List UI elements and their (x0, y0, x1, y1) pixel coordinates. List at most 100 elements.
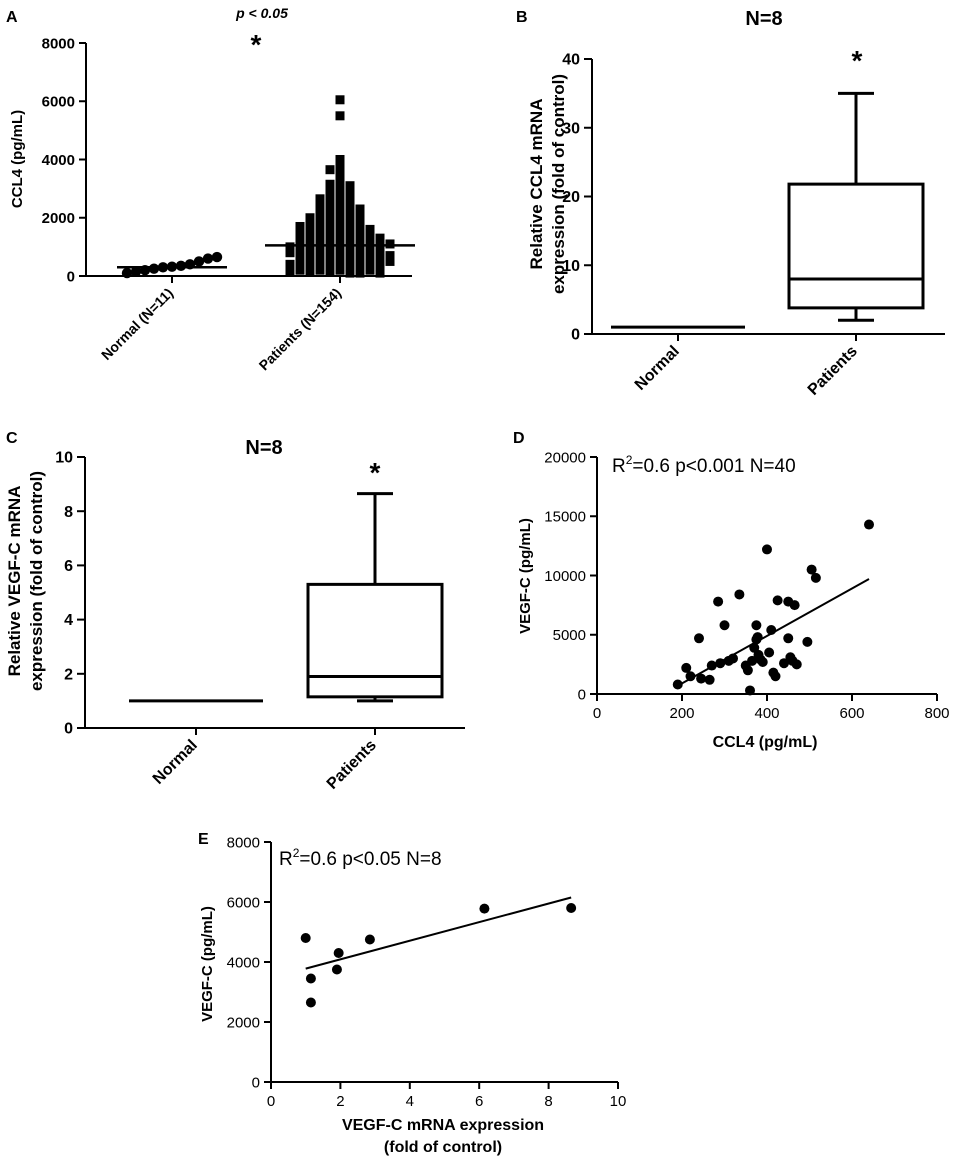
panel-d-annotation: R2=0.6 p<0.001 N=40 (612, 453, 796, 477)
panel-d-point-38 (806, 564, 817, 575)
panel-c-significance-star: * (370, 457, 381, 488)
panel-a-point-patients-5 (325, 165, 335, 175)
panel-a-ytick-label-2: 4000 (42, 152, 75, 169)
panel-a-point-normal-9 (202, 253, 214, 264)
panel-d-point-25 (764, 647, 775, 658)
panel-d-ytick-label-4: 20000 (544, 449, 586, 466)
panel-d-point-30 (779, 658, 789, 669)
panel-c-boxes (129, 492, 444, 703)
panel-a-point-patients-120 (365, 265, 375, 275)
panel-b-yticks: 0 10 20 30 40 (562, 52, 592, 344)
panel-a-point-patients-80 (315, 256, 325, 266)
panel-d-ytick-label-0: 0 (578, 686, 586, 703)
panel-a-point-patients-140 (295, 265, 305, 275)
panel-a-point-patients-66 (325, 267, 335, 277)
panel-e-point-3 (331, 964, 342, 975)
panel-b-xtick-label-0: Normal (632, 343, 683, 394)
panel-d-xtick-label-1: 200 (669, 705, 694, 722)
panel-a-yticks: 0 2000 4000 6000 8000 (42, 35, 86, 285)
panel-a-point-patients-113 (315, 200, 325, 210)
panel-e-ytick-label-0: 0 (252, 1074, 260, 1091)
panel-a-point-patients-121 (295, 236, 305, 246)
panel-d-point-3 (694, 633, 704, 644)
panel-c-box-1-iqr (306, 582, 444, 699)
panel-e-ytick-label-3: 6000 (227, 894, 260, 911)
panel-d-annotation-sup: 2 (626, 453, 633, 467)
panel-c-ytick-label-1: 2 (64, 666, 73, 683)
panel-a-point-patients-90 (355, 252, 365, 262)
panel-e-point-5 (364, 934, 375, 945)
panel-a-point-patients-9 (345, 181, 355, 191)
panel-a-letter: A (6, 9, 18, 26)
panel-a-point-patients-3 (335, 159, 345, 169)
panel-e-xtick-label-2: 4 (406, 1093, 414, 1110)
panel-e-points (300, 903, 577, 1008)
panel-a-ylabel: CCL4 (pg/mL) (9, 110, 26, 208)
panel-c-xticks: Normal Patients (150, 728, 380, 793)
panel-a-point-patients-137 (285, 248, 295, 258)
panel-e-ylabel: VEGF-C (pg/mL) (199, 906, 216, 1022)
panel-a-point-patients-139 (285, 259, 295, 269)
panel-a-point-patients-87 (355, 235, 365, 245)
panel-a-point-patients-150 (285, 267, 295, 277)
panel-b-letter: B (516, 9, 528, 26)
panel-a-point-patients-95 (305, 238, 315, 248)
panel-a-point-patients-127 (365, 233, 375, 243)
panel-a-point-patients-92 (355, 264, 365, 274)
panel-d-point-19 (751, 620, 762, 631)
panel-b-xtick-label-1: Patients (805, 343, 861, 399)
panel-a-point-patients-97 (305, 261, 315, 271)
panel-e: E R2=0.6 p<0.05 N=8 VEGF-C (pg/mL) VEGF-… (198, 831, 626, 1156)
panel-a-point-normal-6 (175, 260, 187, 272)
panel-a-point-patients-65 (335, 265, 345, 275)
panel-a-significance-star: * (251, 29, 262, 60)
panel-b-ytick-label-3: 30 (562, 120, 580, 137)
panel-a-means (117, 244, 415, 269)
panel-a-point-normal-1 (130, 266, 142, 277)
panel-a-point-patients-132 (315, 194, 325, 204)
panel-a-point-patients-138 (375, 254, 385, 264)
panel-a-point-patients-135 (295, 230, 305, 240)
panel-e-fit-line (305, 896, 572, 970)
panel-a-point-patients-96 (305, 249, 315, 259)
panel-e-xlabel: VEGF-C mRNA expression (fold of control) (342, 1117, 544, 1156)
panel-d-point-9 (719, 620, 730, 631)
panel-a-point-patients-108 (305, 223, 315, 233)
panel-d-point-23 (757, 657, 768, 668)
panel-a-point-patients-8 (325, 179, 335, 189)
panel-a-point-patients-71 (315, 230, 325, 240)
panel-e-ytick-label-1: 2000 (227, 1014, 260, 1031)
panel-d-point-15 (745, 685, 755, 696)
panel-a-point-patients-115 (365, 252, 375, 262)
panel-a-point-patients-67 (345, 268, 355, 278)
panel-a-point-patients-136 (285, 242, 295, 252)
panel-e-point-0 (300, 933, 311, 943)
panel-e-letter: E (198, 831, 209, 848)
panel-d-point-29 (772, 595, 783, 606)
panel-a-ytick-label-4: 8000 (42, 35, 75, 52)
panel-d-ytick-label-2: 10000 (544, 568, 586, 585)
panel-d-yticks: 0 5000 10000 15000 20000 (544, 449, 597, 703)
panel-a-point-patients-4 (335, 166, 345, 176)
panel-a-point-patients-145 (375, 233, 385, 243)
panel-a-point-patients-126 (375, 239, 385, 249)
panel-d-point-37 (802, 636, 813, 647)
panel-a-point-patients-102 (305, 267, 315, 277)
panel-c: C N=8 * Relative VEGF-C mRNA expression … (5, 430, 465, 793)
panel-e-xtick-label-1: 2 (336, 1093, 344, 1110)
panel-c-xtick-label-0: Normal (150, 737, 201, 788)
panel-d: D R2=0.6 p<0.001 N=40 VEGF-C (pg/mL) CCL… (513, 430, 950, 751)
panel-d-point-36 (791, 659, 802, 670)
panel-e-xtick-label-3: 6 (475, 1093, 483, 1110)
panel-a-point-patients-129 (355, 216, 365, 226)
panel-c-ylabel-line2: expression (fold of control) (27, 471, 46, 691)
panel-d-letter: D (513, 430, 525, 447)
panel-d-ytick-label-1: 5000 (553, 627, 586, 644)
panel-a-point-patients-99 (305, 232, 315, 242)
panel-d-point-39 (810, 572, 821, 583)
panel-d-point-14 (742, 665, 753, 676)
panel-a-point-patients-83 (315, 265, 325, 275)
panel-a: A p < 0.05 * CCL4 (pg/mL) 0 2000 4000 6000 8… (6, 5, 415, 373)
panel-e-xtick-label-5: 10 (610, 1093, 627, 1110)
panel-a-ytick-label-1: 2000 (42, 210, 75, 227)
